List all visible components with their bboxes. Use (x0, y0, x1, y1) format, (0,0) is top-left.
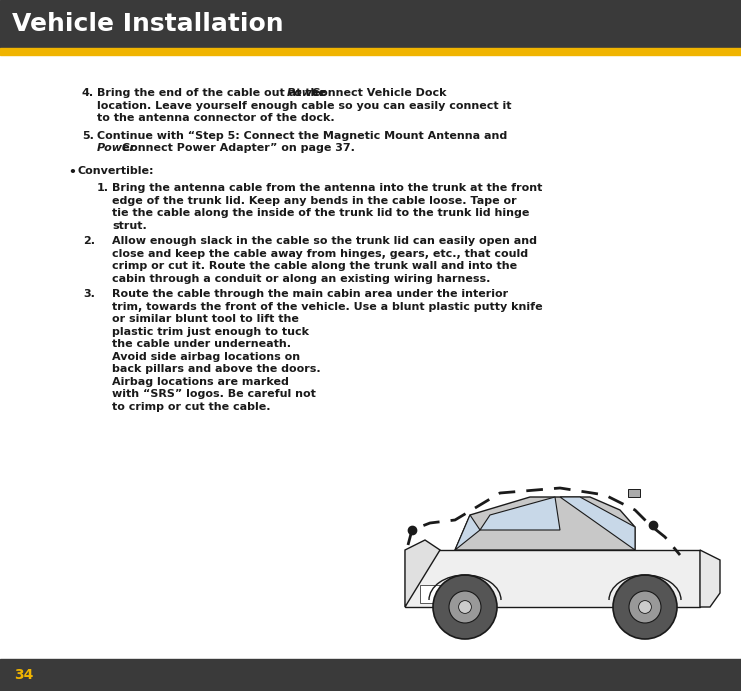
Ellipse shape (613, 575, 677, 639)
Text: 4.: 4. (82, 88, 94, 98)
Text: tie the cable along the inside of the trunk lid to the trunk lid hinge: tie the cable along the inside of the tr… (112, 208, 529, 218)
Text: Avoid side airbag locations on: Avoid side airbag locations on (112, 352, 300, 362)
Polygon shape (405, 550, 700, 607)
Text: 3.: 3. (83, 290, 95, 299)
Text: Route the cable through the main cabin area under the interior: Route the cable through the main cabin a… (112, 290, 508, 299)
Ellipse shape (449, 591, 481, 623)
Text: close and keep the cable away from hinges, gears, etc., that could: close and keep the cable away from hinge… (112, 249, 528, 258)
Polygon shape (560, 497, 635, 550)
Text: plastic trim just enough to tuck: plastic trim just enough to tuck (112, 327, 309, 337)
Text: 34: 34 (14, 668, 33, 682)
Text: Bring the end of the cable out at the: Bring the end of the cable out at the (97, 88, 330, 98)
Text: Allow enough slack in the cable so the trunk lid can easily open and: Allow enough slack in the cable so the t… (112, 236, 537, 246)
Ellipse shape (629, 591, 661, 623)
Polygon shape (455, 497, 635, 550)
Polygon shape (480, 497, 560, 530)
Text: back pillars and above the doors.: back pillars and above the doors. (112, 364, 321, 375)
Text: Connect Power Adapter” on page 37.: Connect Power Adapter” on page 37. (122, 143, 356, 153)
Text: Power: Power (97, 143, 136, 153)
Text: •: • (68, 166, 76, 178)
Text: to crimp or cut the cable.: to crimp or cut the cable. (112, 401, 270, 412)
Polygon shape (700, 550, 720, 607)
Text: cabin through a conduit or along an existing wiring harness.: cabin through a conduit or along an exis… (112, 274, 491, 283)
Ellipse shape (433, 575, 497, 639)
Bar (0, 0, 741, 48)
Text: Power: Power (287, 88, 326, 98)
Text: 5.: 5. (82, 131, 94, 140)
Polygon shape (455, 515, 480, 550)
Text: or similar blunt tool to lift the: or similar blunt tool to lift the (112, 314, 299, 324)
Text: with “SRS” logos. Be careful not: with “SRS” logos. Be careful not (112, 389, 316, 399)
Text: Connect Vehicle Dock: Connect Vehicle Dock (313, 88, 447, 98)
Ellipse shape (459, 600, 471, 614)
Text: Continue with “Step 5: Connect the Magnetic Mount Antenna and: Continue with “Step 5: Connect the Magne… (97, 131, 508, 140)
Text: Convertible:: Convertible: (78, 166, 155, 176)
Text: edge of the trunk lid. Keep any bends in the cable loose. Tape or: edge of the trunk lid. Keep any bends in… (112, 196, 516, 205)
Text: trim, towards the front of the vehicle. Use a blunt plastic putty knife: trim, towards the front of the vehicle. … (112, 302, 542, 312)
Text: 2.: 2. (83, 236, 95, 246)
Bar (0, 48, 741, 55)
Bar (628, 489, 640, 497)
Text: Airbag locations are marked: Airbag locations are marked (112, 377, 289, 387)
Text: location. Leave yourself enough cable so you can easily connect it: location. Leave yourself enough cable so… (97, 100, 511, 111)
Polygon shape (405, 540, 440, 607)
Bar (0, 659, 741, 691)
Text: to the antenna connector of the dock.: to the antenna connector of the dock. (97, 113, 335, 123)
Text: strut.: strut. (112, 220, 147, 231)
Text: 1.: 1. (97, 183, 109, 193)
Text: Vehicle Installation: Vehicle Installation (12, 12, 284, 36)
Bar (420, 585, 470, 603)
Text: the cable under underneath.: the cable under underneath. (112, 339, 291, 349)
Text: crimp or cut it. Route the cable along the trunk wall and into the: crimp or cut it. Route the cable along t… (112, 261, 517, 271)
Ellipse shape (639, 600, 651, 614)
Text: Bring the antenna cable from the antenna into the trunk at the front: Bring the antenna cable from the antenna… (112, 183, 542, 193)
